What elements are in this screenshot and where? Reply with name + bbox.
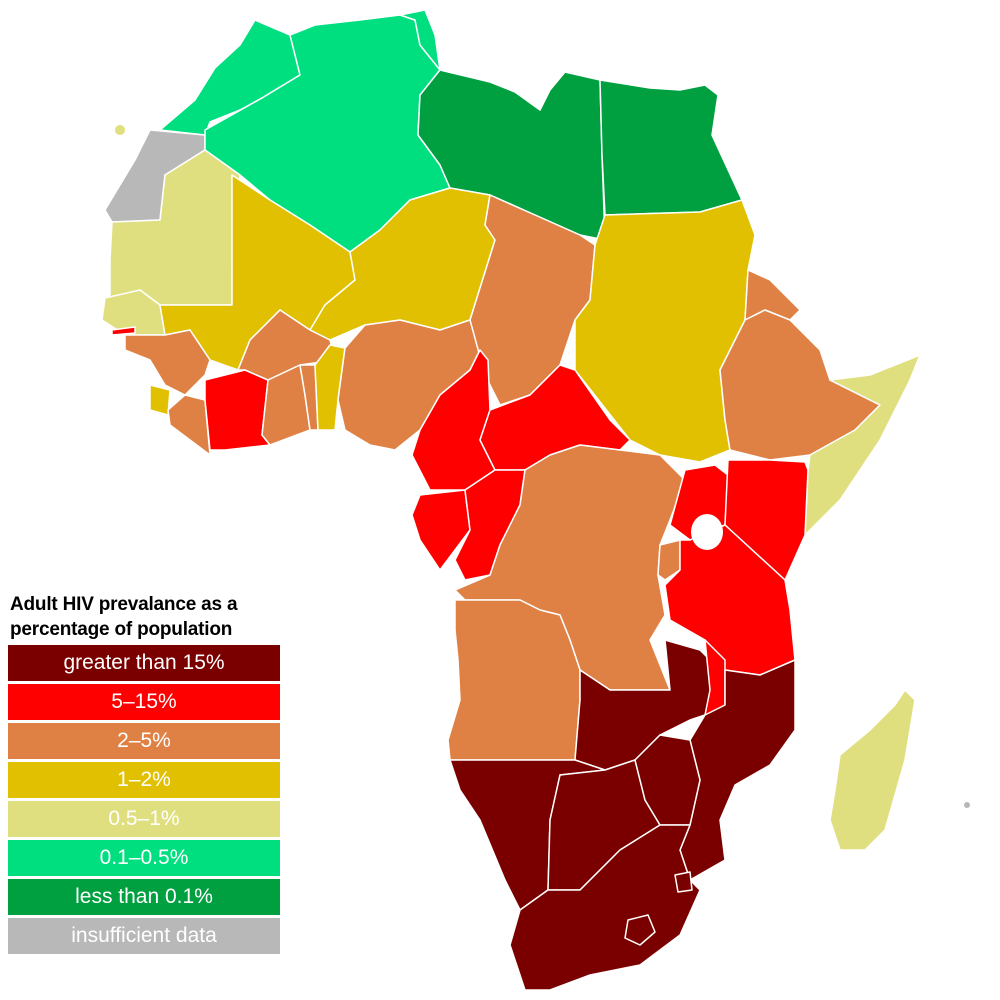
region-canary-islands <box>115 125 125 135</box>
region-south-africa <box>509 824 701 991</box>
legend: Adult HIV prevalance as a percentage of … <box>8 592 280 954</box>
legend-title-line1: Adult HIV prevalance as a <box>10 594 238 615</box>
region-gambia <box>111 326 136 336</box>
region-somalia <box>804 354 921 536</box>
legend-title-line2: percentage of population <box>10 619 233 640</box>
legend-item: less than 0.1% <box>8 879 280 915</box>
region-cote-divoire <box>204 369 271 451</box>
region-zimbabwe <box>634 734 701 826</box>
region-guinea <box>124 329 211 396</box>
legend-item: 0.1–0.5% <box>8 840 280 876</box>
region-egypt <box>599 79 743 216</box>
region-togo <box>299 364 319 431</box>
region-mozambique <box>679 659 796 881</box>
region-lesotho <box>624 914 656 946</box>
legend-item: 5–15% <box>8 684 280 720</box>
lake-victoria <box>691 514 723 550</box>
island-dot <box>964 802 970 808</box>
region-liberia <box>167 394 211 456</box>
region-madagascar <box>829 689 916 851</box>
legend-item: 0.5–1% <box>8 801 280 837</box>
legend-item: greater than 15% <box>8 645 280 681</box>
legend-title: Adult HIV prevalance as a percentage of … <box>10 592 280 642</box>
region-angola <box>447 599 581 761</box>
legend-item: 2–5% <box>8 723 280 759</box>
region-rwanda-burundi <box>657 539 681 581</box>
legend-items: greater than 15% 5–15% 2–5% 1–2% 0.5–1% 0.1–0… <box>8 645 280 954</box>
legend-item: 1–2% <box>8 762 280 798</box>
legend-item: insufficient data <box>8 918 280 954</box>
region-sierra-leone <box>149 384 171 416</box>
region-swaziland <box>674 871 693 893</box>
